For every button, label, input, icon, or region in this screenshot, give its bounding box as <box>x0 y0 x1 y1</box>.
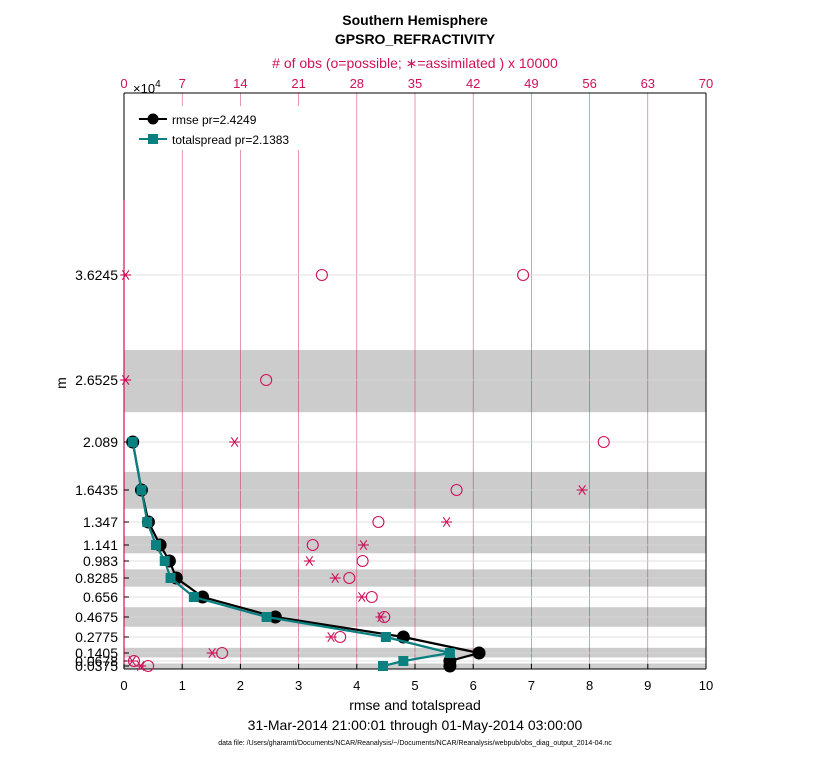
top-tick-label: 14 <box>233 76 247 91</box>
y-tick-label: 0.2775 <box>75 629 118 645</box>
bottom-axis-ticks: 0 1 2 3 4 5 6 7 8 9 10 <box>120 664 713 693</box>
totalspread-line <box>131 441 451 668</box>
rmse-point <box>472 646 486 660</box>
chart-subtitle: GPSRO_REFRACTIVITY <box>335 31 496 47</box>
totalspread-point <box>380 632 391 642</box>
exponent-times: × <box>133 81 141 96</box>
obs-assimilated-point <box>120 270 132 280</box>
top-axis-ticks: 0 7 14 21 28 35 42 49 56 63 70 <box>120 76 713 91</box>
top-tick-label: 49 <box>524 76 538 91</box>
obs-assimilated-point <box>329 573 341 583</box>
obs-assimilated-point <box>357 540 369 550</box>
bottom-tick-label: 0 <box>120 678 127 693</box>
obs-assimilated-point <box>135 661 147 671</box>
y-tick-label: 0.983 <box>83 553 118 569</box>
x-axis-label: rmse and totalspread <box>349 697 481 713</box>
y-tick-label: 0.4675 <box>75 609 118 625</box>
y-tick-label: 3.6245 <box>75 267 118 283</box>
obs-assimilated-point <box>120 375 132 385</box>
obs-possible-point <box>372 515 385 529</box>
top-axis-label: # of obs (o=possible; ∗=assimilated ) x … <box>272 55 558 71</box>
y-tick-label: 2.089 <box>83 434 118 450</box>
obs-assimilated-point <box>375 612 387 622</box>
obs-assimilated-point <box>441 517 453 527</box>
y-axis-label: m <box>53 377 69 389</box>
top-tick-label: 7 <box>179 76 186 91</box>
bottom-tick-label: 8 <box>586 678 593 693</box>
obs-assimilated-point <box>303 556 315 566</box>
bottom-tick-label: 4 <box>353 678 360 693</box>
bottom-tick-label: 7 <box>528 678 535 693</box>
legend-box <box>131 106 321 150</box>
legend-rmse-marker <box>147 113 159 125</box>
y-tick-label: 0.0375 <box>75 658 118 674</box>
obs-possible-point <box>450 483 463 497</box>
exponent-power: 4 <box>155 79 161 90</box>
bottom-tick-label: 9 <box>644 678 651 693</box>
top-tick-label: 28 <box>350 76 364 91</box>
totalspread-point <box>188 592 199 602</box>
totalspread-point <box>142 517 153 527</box>
bottom-tick-label: 3 <box>295 678 302 693</box>
obs-possible-point <box>597 435 610 449</box>
legend: rmse pr=2.4249 totalspread pr=2.1383 <box>131 106 321 150</box>
totalspread-point <box>261 612 272 622</box>
rmse-point <box>268 610 282 624</box>
obs-assimilated-point <box>576 485 588 495</box>
top-tick-label: 42 <box>466 76 480 91</box>
y-tick-label: 1.141 <box>83 537 118 553</box>
totalspread-point <box>159 556 170 566</box>
totalspread-point <box>136 485 147 495</box>
obs-assimilated-point <box>126 656 138 666</box>
y-tick-label: 0.1405 <box>75 645 118 661</box>
totalspread-point <box>165 573 176 583</box>
bottom-tick-label: 5 <box>411 678 418 693</box>
top-tick-label: 0 <box>120 76 127 91</box>
top-tick-label: 63 <box>641 76 655 91</box>
totalspread-point <box>151 540 162 550</box>
totalspread-point <box>377 661 388 671</box>
y-tick-label: 0.8285 <box>75 570 118 586</box>
legend-spread-label: totalspread pr=2.1383 <box>172 133 289 147</box>
top-tick-label: 21 <box>291 76 305 91</box>
bottom-tick-label: 10 <box>699 678 713 693</box>
y-tick-label: 0.0678 <box>75 653 118 669</box>
data-file-note: data file: /Users/gharamti/Documents/NCA… <box>218 740 612 747</box>
series-lines <box>126 435 486 673</box>
obs-assimilated-point <box>229 437 241 447</box>
obs-possible-point <box>517 268 530 282</box>
obs-possible-point <box>306 538 319 552</box>
bottom-tick-label: 2 <box>237 678 244 693</box>
obs-assimilated-point <box>206 648 218 658</box>
exponent-base: ×104 <box>133 79 161 96</box>
y-tick-label: 2.6525 <box>75 372 118 388</box>
obs-possible-point <box>315 268 328 282</box>
obs-possible-point <box>260 373 273 387</box>
totalspread-point <box>127 437 138 447</box>
top-tick-label: 56 <box>582 76 596 91</box>
obs-assimilated-point <box>325 632 337 642</box>
y-exponent: ×104 <box>133 79 161 96</box>
totalspread-point <box>444 648 455 658</box>
totalspread-point <box>398 656 409 666</box>
obs-possible-point <box>343 571 356 585</box>
obs-possible-point <box>356 554 369 568</box>
legend-spread-marker <box>148 134 158 144</box>
exponent-base-value: 10 <box>141 81 155 96</box>
bottom-tick-label: 6 <box>470 678 477 693</box>
obs-markers <box>120 268 610 673</box>
date-range: 31-Mar-2014 21:00:01 through 01-May-2014… <box>248 717 583 733</box>
y-tick-label: 1.347 <box>83 514 118 530</box>
obs-assimilated-point <box>356 592 368 602</box>
legend-rmse-label: rmse pr=2.4249 <box>172 113 257 127</box>
top-tick-label: 70 <box>699 76 713 91</box>
top-tick-label: 35 <box>408 76 422 91</box>
y-tick-label: 1.6435 <box>75 482 118 498</box>
bottom-tick-label: 1 <box>179 678 186 693</box>
y-tick-label: 0.656 <box>83 589 118 605</box>
chart-title: Southern Hemisphere <box>342 12 488 28</box>
